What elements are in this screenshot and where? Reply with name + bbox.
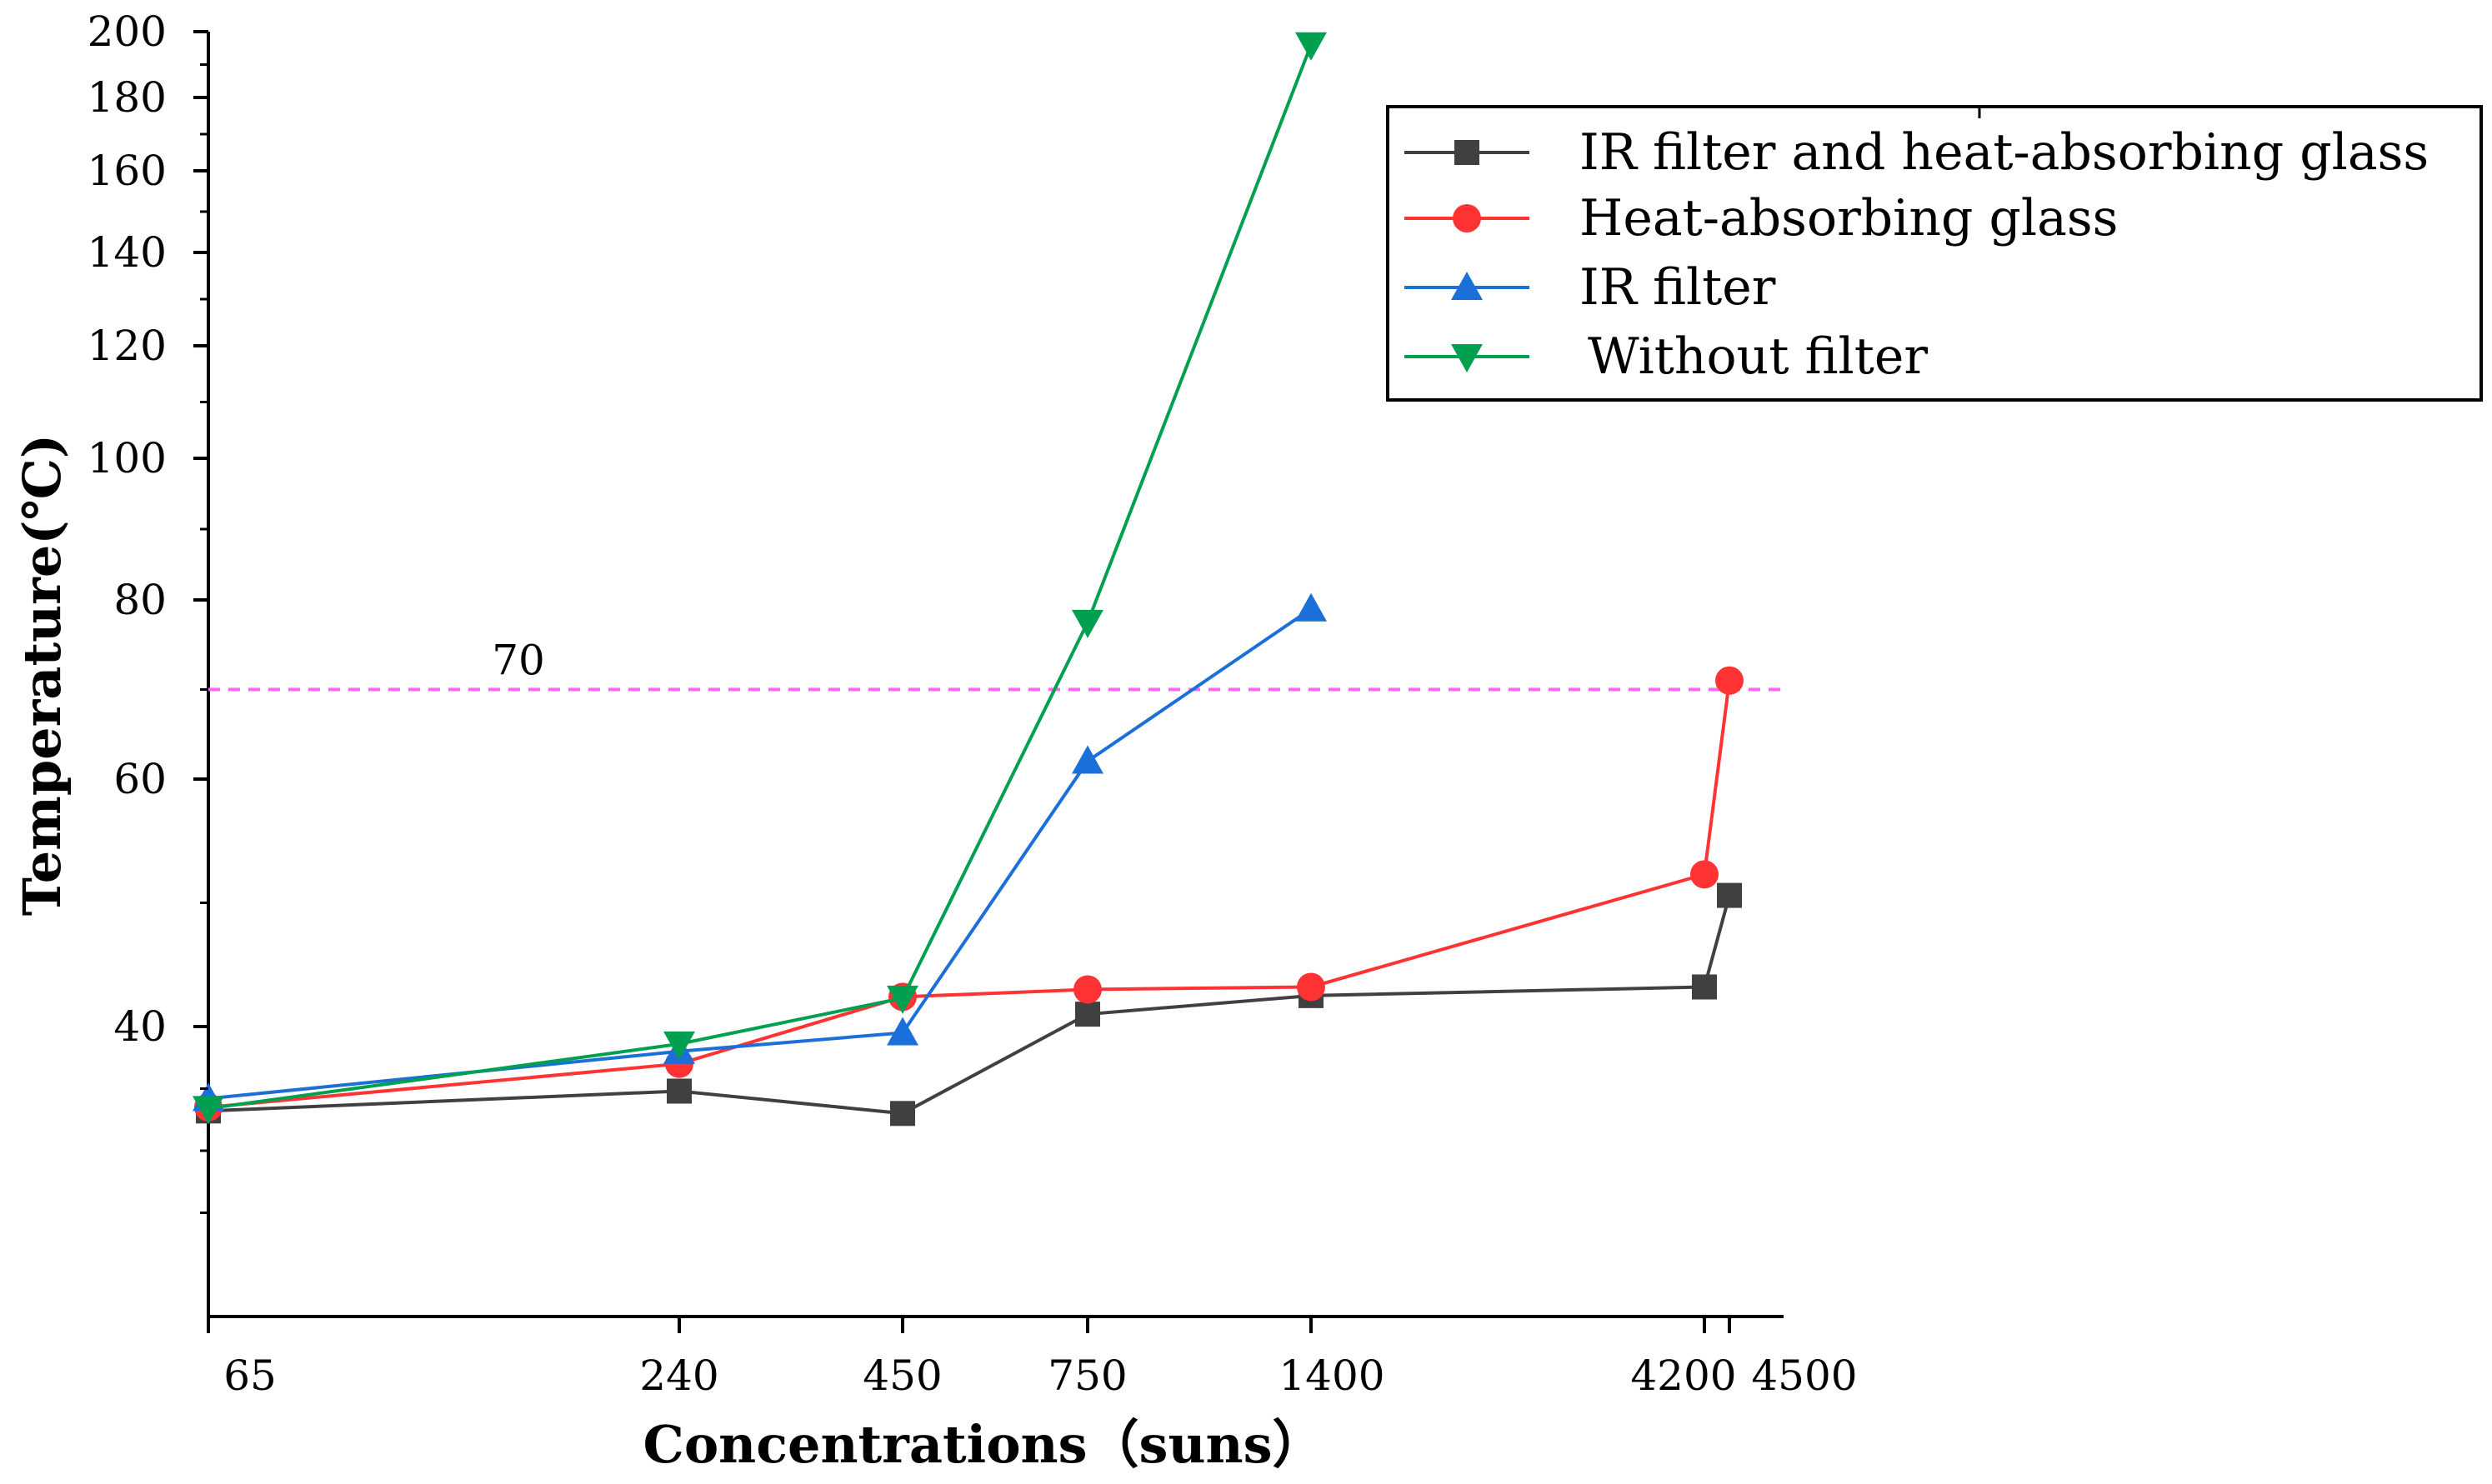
data-point: [890, 1101, 915, 1127]
y-tick-label: 40: [113, 1002, 167, 1051]
y-tick-label: 160: [88, 147, 167, 195]
x-tick-label: 240: [639, 1352, 718, 1400]
data-point: [1072, 745, 1103, 774]
x-tick-label: 450: [863, 1352, 942, 1400]
y-tick-label: 180: [88, 73, 167, 122]
data-point: [1297, 972, 1325, 1002]
legend: IR filter and heat-absorbing glass Heat-a…: [1386, 105, 2483, 402]
series-1: [194, 666, 1744, 1122]
data-point: [887, 985, 918, 1014]
x-tick-label: 750: [1048, 1352, 1127, 1400]
y-tick-label: 200: [88, 7, 167, 56]
data-point: [193, 1096, 224, 1125]
data-point: [1295, 32, 1327, 61]
y-tick-label: 120: [88, 322, 167, 370]
legend-label: IR filter and heat-absorbing glass: [1579, 123, 2429, 182]
y-tick-label: 100: [88, 434, 167, 482]
legend-label: IR filter: [1579, 258, 1776, 317]
data-point: [1690, 860, 1719, 889]
legend-marker: [1454, 140, 1479, 165]
data-point: [1692, 974, 1717, 1000]
x-tick-label: 1400: [1279, 1352, 1384, 1400]
data-point: [1075, 1002, 1100, 1027]
x-tick-label: 4200: [1630, 1352, 1736, 1400]
data-point: [1072, 609, 1103, 638]
series-0: [196, 882, 1742, 1127]
reference-line-label: 70: [492, 637, 545, 685]
legend-box: [1386, 105, 2483, 402]
series-line: [208, 607, 1313, 1101]
data-point: [887, 1017, 918, 1046]
series-3: [193, 32, 1327, 1125]
data-point: [1073, 975, 1102, 1004]
data-point: [667, 1078, 692, 1104]
series-line: [208, 895, 1731, 1116]
legend-label: Without filter: [1588, 327, 1928, 386]
legend-marker: [1453, 204, 1481, 232]
data-point: [1717, 882, 1742, 908]
series-line: [208, 680, 1731, 1109]
y-tick-label: 80: [113, 576, 167, 624]
y-tick-label: 60: [113, 755, 167, 803]
legend-marker: [1451, 344, 1483, 372]
y-axis-title: Temperature(℃): [12, 434, 73, 917]
data-point: [1715, 666, 1744, 695]
series-2: [193, 592, 1327, 1112]
legend-marker: [1451, 272, 1483, 300]
x-axis-title: Concentrations（suns）: [643, 1414, 1324, 1475]
legend-label: Heat-absorbing glass: [1579, 189, 2118, 247]
x-tick-label: 4500: [1751, 1352, 1857, 1400]
data-point: [663, 1031, 695, 1060]
y-tick-label: 140: [88, 228, 167, 277]
x-tick-label: 65: [223, 1352, 277, 1400]
data-point: [1295, 592, 1327, 622]
series-line: [208, 44, 1313, 1111]
